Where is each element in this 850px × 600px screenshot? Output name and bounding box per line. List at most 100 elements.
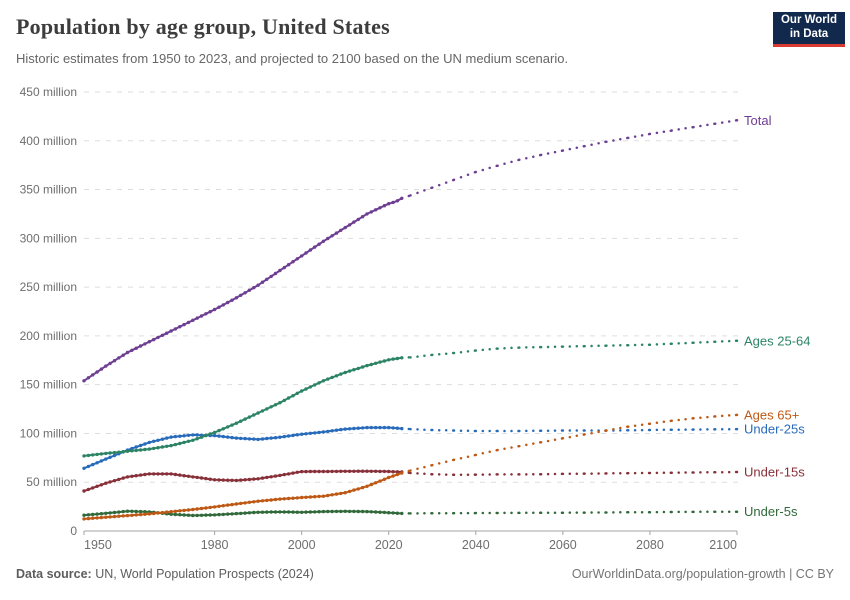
data-point	[317, 242, 321, 246]
projection-dot	[619, 429, 622, 432]
projection-dot	[655, 131, 659, 135]
series-label-under-5s[interactable]: Under-5s	[744, 504, 798, 519]
projection-dot	[539, 345, 543, 349]
projection-dot	[677, 510, 680, 514]
series-total[interactable]: Total	[82, 113, 772, 383]
projection-dot	[633, 510, 637, 514]
projection-dot	[677, 418, 680, 422]
projection-dot	[662, 471, 666, 475]
data-point	[204, 506, 208, 510]
data-point	[286, 396, 291, 400]
data-point	[125, 513, 130, 518]
data-point	[286, 434, 291, 438]
projection-dot	[720, 414, 724, 418]
data-point	[378, 469, 382, 474]
series-under-15s[interactable]: Under-15s	[82, 464, 805, 493]
data-point	[178, 509, 182, 513]
data-point	[278, 473, 282, 478]
projection-dot	[699, 510, 702, 514]
projection-dot	[532, 473, 535, 476]
series-label-ages-65-plus[interactable]: Ages 65+	[744, 407, 799, 422]
projection-dot	[431, 463, 434, 467]
projection-dot	[437, 353, 441, 356]
data-point	[182, 440, 186, 445]
projection-dot	[699, 124, 702, 128]
projection-dot	[568, 429, 572, 432]
series-ages-25-64[interactable]: Ages 25-64	[82, 333, 811, 458]
data-point	[165, 331, 169, 335]
series-label-ages-25-64[interactable]: Ages 25-64	[744, 333, 811, 348]
data-point	[317, 510, 321, 514]
data-point	[143, 472, 147, 477]
projection-dot	[619, 426, 622, 430]
data-point	[278, 510, 282, 514]
data-point	[365, 469, 369, 473]
projection-dot	[532, 429, 535, 433]
series-under-25s[interactable]: Under-25s	[82, 422, 805, 470]
data-point	[269, 436, 273, 440]
projection-dot	[684, 471, 687, 474]
data-point	[308, 495, 313, 499]
projection-dot	[553, 150, 557, 154]
data-point	[265, 475, 269, 480]
series-label-total[interactable]: Total	[744, 113, 772, 128]
projection-dot	[720, 428, 724, 431]
data-point	[117, 477, 121, 482]
data-point	[326, 509, 330, 514]
data-point	[212, 478, 217, 482]
data-point	[247, 415, 252, 419]
data-point	[212, 513, 217, 517]
series-label-under-15s[interactable]: Under-15s	[744, 464, 805, 479]
data-point	[104, 515, 108, 519]
data-point	[152, 446, 156, 451]
data-point	[204, 433, 208, 438]
projection-dot	[590, 344, 593, 348]
projection-dot	[684, 428, 687, 431]
projection-dot	[640, 471, 644, 475]
projection-dot	[633, 424, 637, 427]
data-point	[374, 361, 378, 365]
data-point	[217, 504, 221, 508]
data-point	[108, 515, 112, 519]
data-point	[365, 425, 369, 430]
data-point	[317, 430, 321, 435]
series-label-under-25s[interactable]: Under-25s	[744, 422, 805, 437]
data-point	[269, 405, 273, 409]
data-point	[304, 510, 308, 514]
projection-dot	[735, 413, 739, 417]
data-point	[138, 344, 143, 348]
data-point	[195, 433, 199, 437]
series-ages-65-plus[interactable]: Ages 65+	[82, 407, 799, 521]
data-point	[239, 501, 243, 506]
projection-dot	[684, 341, 687, 345]
projection-dot	[409, 427, 412, 431]
projection-dot	[481, 452, 485, 455]
data-point	[221, 504, 225, 508]
data-point	[121, 509, 125, 514]
projection-dot	[575, 146, 579, 149]
data-point	[300, 495, 304, 500]
projection-dot	[605, 344, 608, 347]
credit-link[interactable]: OurWorldinData.org/population-growth | C…	[571, 567, 834, 581]
data-point	[182, 508, 186, 513]
projection-dot	[706, 510, 709, 514]
projection-dot	[640, 134, 644, 137]
series-under-5s[interactable]: Under-5s	[82, 504, 798, 519]
projection-dot	[590, 472, 593, 475]
projection-dot	[670, 342, 673, 345]
owid-logo[interactable]: Our World in Data	[773, 12, 845, 47]
data-point	[269, 498, 273, 502]
data-point	[169, 329, 173, 333]
data-point	[82, 517, 86, 521]
data-point	[282, 472, 286, 477]
projection-dot	[640, 423, 644, 426]
projection-dot	[684, 127, 687, 130]
projection-dot	[605, 429, 608, 432]
data-point	[226, 300, 230, 305]
projection-dot	[699, 341, 702, 344]
data-point	[347, 427, 352, 431]
projection-dot	[670, 471, 673, 474]
data-point	[212, 505, 217, 509]
projection-dot	[575, 472, 579, 475]
